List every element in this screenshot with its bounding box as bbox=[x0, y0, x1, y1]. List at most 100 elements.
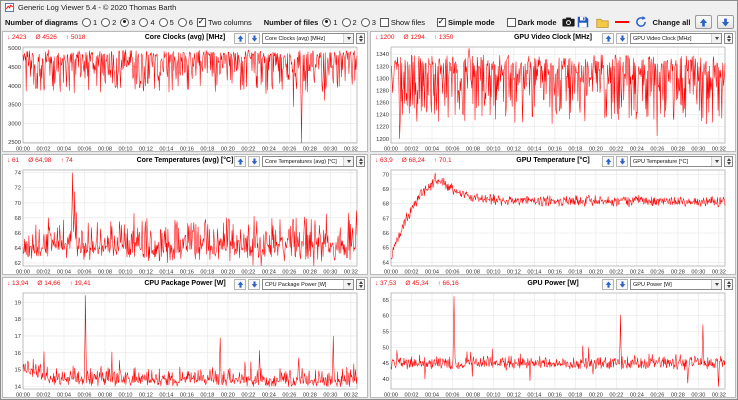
radio-button[interactable] bbox=[139, 17, 149, 27]
checkbox-box[interactable] bbox=[506, 17, 516, 27]
svg-text:00:22: 00:22 bbox=[609, 270, 623, 276]
change-all-down-button[interactable] bbox=[717, 15, 735, 29]
radio-button[interactable] bbox=[322, 17, 332, 27]
radio-button[interactable] bbox=[341, 17, 351, 27]
svg-text:00:04: 00:04 bbox=[57, 147, 71, 153]
open-folder-button[interactable] bbox=[595, 16, 610, 29]
chart-move-down-button[interactable] bbox=[248, 279, 260, 290]
svg-text:00:18: 00:18 bbox=[200, 270, 214, 276]
radio-option-2[interactable]: 2 bbox=[101, 17, 116, 27]
checkbox-label: Simple mode bbox=[448, 17, 495, 27]
chart-move-down-button[interactable] bbox=[616, 156, 628, 167]
floppy-disk-icon bbox=[577, 16, 588, 28]
chevron-down-icon[interactable] bbox=[343, 280, 353, 289]
radio-option-1[interactable]: 1 bbox=[322, 17, 338, 27]
stat-max: ↑ 70,1 bbox=[433, 157, 452, 164]
radio-option-3[interactable]: 3 bbox=[120, 17, 135, 27]
two-columns-checkbox[interactable]: Two columns bbox=[196, 16, 252, 27]
chevron-down-icon[interactable] bbox=[711, 157, 721, 166]
metric-select[interactable]: Core Temperatures (avg) [°C] bbox=[262, 156, 354, 167]
svg-text:00:06: 00:06 bbox=[78, 393, 92, 399]
chart-move-up-button[interactable] bbox=[234, 156, 246, 167]
chart-spinner[interactable] bbox=[356, 33, 365, 44]
save-button[interactable] bbox=[576, 15, 590, 29]
chart-move-down-button[interactable] bbox=[616, 33, 628, 44]
checkbox-box[interactable] bbox=[437, 16, 447, 27]
svg-text:00:16: 00:16 bbox=[180, 147, 194, 153]
dark-mode-checkbox[interactable]: Dark mode bbox=[506, 17, 557, 27]
screenshot-button[interactable] bbox=[561, 16, 576, 28]
chart-move-up-button[interactable] bbox=[234, 279, 246, 290]
radio-label: 1 bbox=[333, 17, 338, 27]
chart-move-up-button[interactable] bbox=[602, 33, 614, 44]
svg-text:17: 17 bbox=[15, 334, 21, 340]
svg-text:00:24: 00:24 bbox=[262, 393, 276, 399]
metric-select[interactable]: GPU Power [W] bbox=[630, 279, 722, 290]
svg-text:00:30: 00:30 bbox=[691, 270, 705, 276]
radio-option-4[interactable]: 4 bbox=[139, 17, 155, 27]
metric-select[interactable]: GPU Temperature [°C] bbox=[630, 156, 722, 167]
chevron-down-icon[interactable] bbox=[711, 34, 721, 43]
checkbox-box[interactable] bbox=[196, 16, 206, 27]
radio-button[interactable] bbox=[81, 17, 91, 27]
radio-label: 2 bbox=[352, 17, 357, 27]
radio-option-5[interactable]: 5 bbox=[158, 17, 174, 27]
svg-text:00:26: 00:26 bbox=[650, 393, 664, 399]
chart-spinner[interactable] bbox=[724, 279, 733, 290]
radio-button[interactable] bbox=[177, 17, 187, 27]
chart-spinner[interactable] bbox=[724, 33, 733, 44]
spinner-down-icon[interactable] bbox=[357, 39, 364, 44]
spinner-down-icon[interactable] bbox=[357, 162, 364, 167]
svg-text:00:26: 00:26 bbox=[282, 147, 296, 153]
radio-button[interactable] bbox=[120, 17, 130, 27]
spinner-down-icon[interactable] bbox=[357, 285, 364, 290]
chart-move-up-button[interactable] bbox=[234, 33, 246, 44]
simple-mode-checkbox[interactable]: Simple mode bbox=[437, 16, 495, 27]
chart-controls: GPU Video Clock [MHz] bbox=[602, 33, 733, 44]
chart-header: ↓ 13,94 Ø 14,66 ↑ 19,41 CPU Package Powe… bbox=[3, 278, 367, 291]
chevron-down-icon[interactable] bbox=[711, 280, 721, 289]
svg-text:14: 14 bbox=[15, 385, 22, 391]
spinner-down-icon[interactable] bbox=[725, 162, 732, 167]
svg-text:65: 65 bbox=[383, 246, 389, 252]
svg-text:00:12: 00:12 bbox=[139, 270, 153, 276]
checkbox-box[interactable] bbox=[379, 17, 389, 27]
radio-option-2[interactable]: 2 bbox=[341, 17, 357, 27]
chart-move-down-button[interactable] bbox=[248, 156, 260, 167]
chevron-down-icon[interactable] bbox=[343, 34, 353, 43]
chart-move-up-button[interactable] bbox=[602, 156, 614, 167]
chart-controls: Core Temperatures (avg) [°C] bbox=[234, 156, 365, 167]
refresh-button[interactable] bbox=[634, 15, 648, 29]
metric-select[interactable]: CPU Package Power [W] bbox=[262, 279, 354, 290]
chevron-down-icon[interactable] bbox=[343, 157, 353, 166]
spinner-down-icon[interactable] bbox=[725, 285, 732, 290]
svg-text:1280: 1280 bbox=[376, 89, 389, 95]
chart-move-up-button[interactable] bbox=[602, 279, 614, 290]
arrow-up-icon bbox=[605, 158, 611, 165]
chart-controls: GPU Power [W] bbox=[602, 279, 733, 290]
red-line-swatch[interactable] bbox=[614, 21, 629, 23]
change-all-up-button[interactable] bbox=[695, 15, 713, 29]
metric-select[interactable]: GPU Video Clock [MHz] bbox=[630, 33, 722, 44]
radio-option-1[interactable]: 1 bbox=[81, 17, 97, 27]
stat-max: ↑ 19,41 bbox=[69, 280, 91, 287]
svg-text:00:04: 00:04 bbox=[57, 393, 71, 399]
svg-text:1260: 1260 bbox=[376, 101, 389, 107]
svg-text:00:00: 00:00 bbox=[16, 393, 30, 399]
radio-button[interactable] bbox=[101, 17, 111, 27]
stat-min: ↓ 61 bbox=[7, 157, 20, 164]
chart-move-down-button[interactable] bbox=[616, 279, 628, 290]
radio-button[interactable] bbox=[360, 17, 370, 27]
metric-select[interactable]: Core Clocks (avg) [MHz] bbox=[262, 33, 354, 44]
spinner-down-icon[interactable] bbox=[725, 39, 732, 44]
svg-text:00:26: 00:26 bbox=[282, 270, 296, 276]
show-files-checkbox[interactable]: Show files bbox=[379, 17, 425, 27]
radio-button[interactable] bbox=[158, 17, 168, 27]
chart-spinner[interactable] bbox=[724, 156, 733, 167]
radio-option-3[interactable]: 3 bbox=[360, 17, 376, 27]
chart-move-down-button[interactable] bbox=[248, 33, 260, 44]
number-of-files-label: Number of files bbox=[263, 17, 319, 27]
chart-spinner[interactable] bbox=[356, 279, 365, 290]
chart-spinner[interactable] bbox=[356, 156, 365, 167]
radio-option-6[interactable]: 6 bbox=[177, 17, 193, 27]
